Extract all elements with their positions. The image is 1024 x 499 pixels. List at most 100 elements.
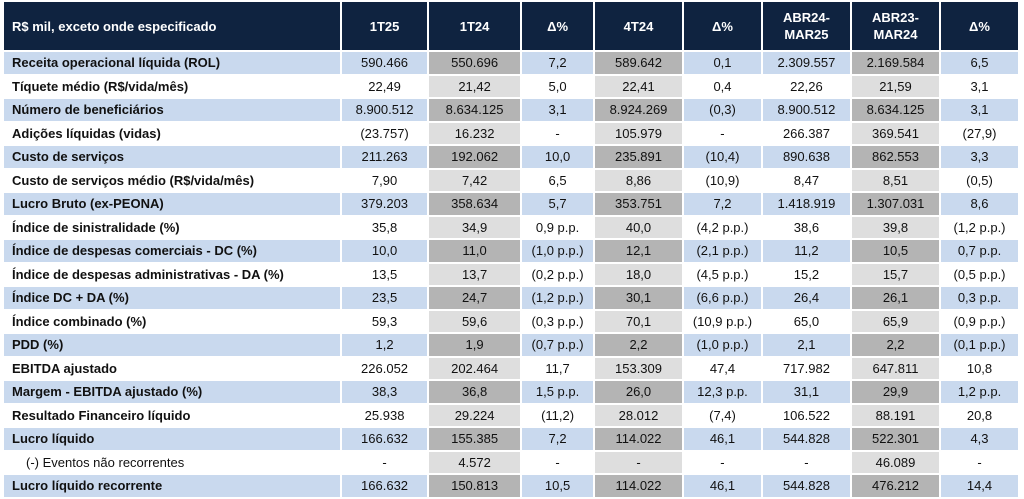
table-cell: 13,7 <box>429 263 521 287</box>
header-label: R$ mil, exceto onde especificado <box>4 2 341 52</box>
table-cell: 6,5 <box>941 52 1018 76</box>
table-cell: 8.900.512 <box>342 99 428 123</box>
table-cell: (6,6 p.p.) <box>684 287 761 311</box>
table-cell: 3,1 <box>522 99 593 123</box>
table-cell: 4,3 <box>941 428 1018 452</box>
table-cell: 7,90 <box>342 169 428 193</box>
table-cell: 155.385 <box>429 428 521 452</box>
table-cell: 7,42 <box>429 169 521 193</box>
table-cell: 0,3 p.p. <box>941 287 1018 311</box>
table-cell: 1,5 p.p. <box>522 381 593 405</box>
table-cell: 38,3 <box>342 381 428 405</box>
table-cell: 2.309.557 <box>762 52 850 76</box>
table-cell: 11,2 <box>762 240 850 264</box>
header-1t25: 1T25 <box>342 2 428 52</box>
table-cell: 862.553 <box>851 146 939 170</box>
table-cell: 8.900.512 <box>762 99 850 123</box>
table-row: Resultado Financeiro líquido 25.938 29.224… <box>4 404 1018 428</box>
table-cell: 358.634 <box>429 193 521 217</box>
header-abr24-mar25: ABR24- MAR25 <box>762 2 850 52</box>
table-cell: 2,2 <box>851 334 939 358</box>
table-cell: 59,6 <box>429 310 521 334</box>
table-cell: 35,8 <box>342 216 428 240</box>
table-cell: 202.464 <box>429 357 521 381</box>
table-cell: 40,0 <box>594 216 683 240</box>
table-cell: - <box>684 451 761 475</box>
table-cell: 3,3 <box>941 146 1018 170</box>
table-cell: (0,3 p.p.) <box>522 310 593 334</box>
table-cell: 3,1 <box>941 75 1018 99</box>
table-cell: - <box>762 451 850 475</box>
table-cell: 0,4 <box>684 75 761 99</box>
table-cell: 4.572 <box>429 451 521 475</box>
row-label: Índice de sinistralidade (%) <box>4 216 341 240</box>
table-cell: 10,5 <box>851 240 939 264</box>
table-cell: 18,0 <box>594 263 683 287</box>
row-label: Custo de serviços médio (R$/vida/mês) <box>4 169 341 193</box>
table-cell: 1,2 p.p. <box>941 381 1018 405</box>
table-cell: 1,2 <box>342 334 428 358</box>
table-cell: 12,1 <box>594 240 683 264</box>
table-cell: (0,2 p.p.) <box>522 263 593 287</box>
table-cell: (10,9) <box>684 169 761 193</box>
table-cell: 12,3 p.p. <box>684 381 761 405</box>
table-cell: - <box>522 122 593 146</box>
table-cell: 211.263 <box>342 146 428 170</box>
table-cell: 114.022 <box>594 475 683 499</box>
row-label: Índice de despesas administrativas - DA … <box>4 263 341 287</box>
row-label: Índice de despesas comerciais - DC (%) <box>4 240 341 264</box>
row-label: Número de beneficiários <box>4 99 341 123</box>
table-row: Índice combinado (%) 59,3 59,6 (0,3 p.p.) 70… <box>4 310 1018 334</box>
table-cell: 46,1 <box>684 428 761 452</box>
table-cell: 21,59 <box>851 75 939 99</box>
table-cell: 550.696 <box>429 52 521 76</box>
table-cell: 10,5 <box>522 475 593 499</box>
table-row: Tíquete médio (R$/vida/mês) 22,49 21,42 5,0… <box>4 75 1018 99</box>
table-cell: (1,0 p.p.) <box>522 240 593 264</box>
row-label: (-) Eventos não recorrentes <box>4 451 341 475</box>
table-cell: (23.757) <box>342 122 428 146</box>
table-cell: 65,0 <box>762 310 850 334</box>
table-cell: 30,1 <box>594 287 683 311</box>
header-abr24-mar25-label: ABR24- MAR25 <box>782 10 830 42</box>
table-row: PDD (%) 1,2 1,9 (0,7 p.p.) 2,2 (1,0 p.p.) 2,1 2… <box>4 334 1018 358</box>
table-cell: 10,0 <box>522 146 593 170</box>
table-cell: 8,51 <box>851 169 939 193</box>
table-cell: 369.541 <box>851 122 939 146</box>
table-cell: 7,2 <box>522 428 593 452</box>
table-cell: 10,0 <box>342 240 428 264</box>
table-cell: 114.022 <box>594 428 683 452</box>
table-cell: 226.052 <box>342 357 428 381</box>
table-cell: 16.232 <box>429 122 521 146</box>
table-cell: 22,26 <box>762 75 850 99</box>
table-row: Margem - EBITDA ajustado (%) 38,3 36,8 1,5 … <box>4 381 1018 405</box>
table-cell: 46.089 <box>851 451 939 475</box>
table-cell: 36,8 <box>429 381 521 405</box>
table-cell: (0,3) <box>684 99 761 123</box>
table-cell: (11,2) <box>522 404 593 428</box>
header-delta-1: Δ% <box>522 2 593 52</box>
header-abr23-mar24-label: ABR23- MAR24 <box>872 10 919 42</box>
table-row: Índice DC + DA (%) 23,5 24,7 (1,2 p.p.) 30,1… <box>4 287 1018 311</box>
table-cell: (4,2 p.p.) <box>684 216 761 240</box>
table-cell: 1.418.919 <box>762 193 850 217</box>
table-cell: 10,8 <box>941 357 1018 381</box>
row-label: Resultado Financeiro líquido <box>4 404 341 428</box>
table-cell: (7,4) <box>684 404 761 428</box>
row-label: Índice DC + DA (%) <box>4 287 341 311</box>
table-cell: 647.811 <box>851 357 939 381</box>
row-label: Receita operacional líquida (ROL) <box>4 52 341 76</box>
table-cell: (4,5 p.p.) <box>684 263 761 287</box>
table-cell: - <box>941 451 1018 475</box>
table-cell: 476.212 <box>851 475 939 499</box>
table-cell: 8.634.125 <box>429 99 521 123</box>
table-cell: 11,0 <box>429 240 521 264</box>
table-cell: 21,42 <box>429 75 521 99</box>
table-cell: 1.307.031 <box>851 193 939 217</box>
table-cell: 88.191 <box>851 404 939 428</box>
table-cell: 544.828 <box>762 475 850 499</box>
table-cell: 8.634.125 <box>851 99 939 123</box>
table-cell: 34,9 <box>429 216 521 240</box>
table-cell: 2.169.584 <box>851 52 939 76</box>
